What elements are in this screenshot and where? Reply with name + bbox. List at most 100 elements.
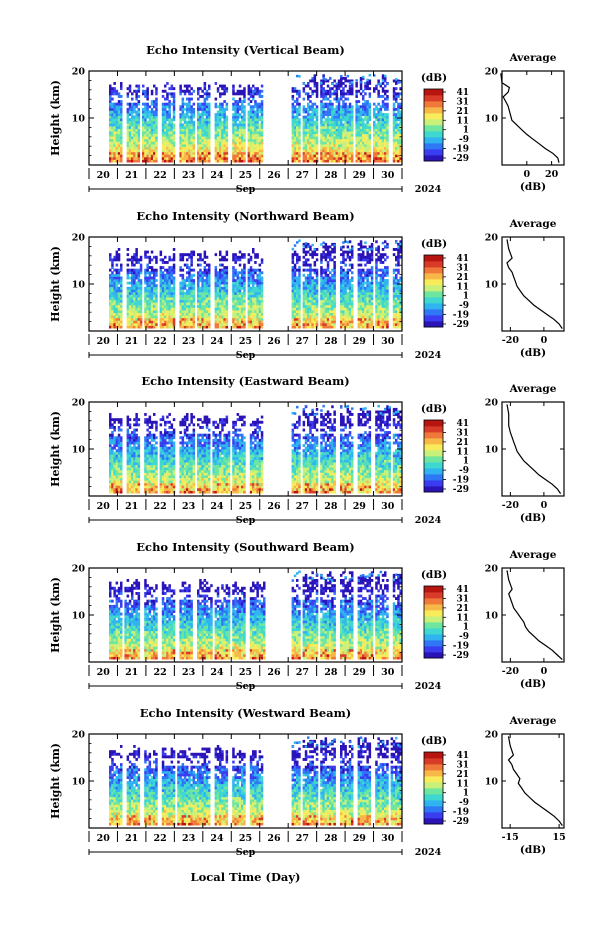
profile-x-tick-label: -20 (502, 500, 520, 511)
x-tick-label: 25 (239, 501, 252, 512)
profile-x-tick-label: -20 (502, 666, 520, 677)
colorbar-swatch (424, 291, 443, 297)
profile-y-tick-label: 10 (485, 611, 499, 622)
profile-y-tick-label: 20 (485, 730, 499, 741)
y-tick-label: 20 (72, 67, 86, 78)
x-tick-label: 29 (353, 170, 367, 181)
colorbar-swatch (424, 770, 443, 776)
colorbar-swatch (424, 273, 443, 279)
y-axis-label: Height (km) (49, 577, 62, 653)
colorbar-swatch (424, 315, 443, 321)
colorbar-swatch (424, 107, 443, 113)
profile-x-tick-label: 0 (541, 335, 548, 346)
x-tick-label: 20 (97, 501, 111, 512)
colorbar-swatch (424, 634, 443, 640)
colorbar-swatch (424, 261, 443, 267)
y-axis-label: Height (km) (49, 80, 62, 156)
x-tick-label: 21 (125, 667, 138, 678)
month-label: Sep (236, 184, 256, 195)
x-tick-label: 27 (296, 667, 309, 678)
x-tick-label: 23 (182, 170, 195, 181)
y-tick-label: 20 (72, 564, 86, 575)
profile-line (509, 736, 563, 825)
x-tick-label: 24 (210, 667, 224, 678)
x-tick-label: 27 (296, 833, 309, 844)
x-tick-label: 28 (324, 336, 338, 347)
colorbar-unit: (dB) (421, 403, 447, 415)
colorbar-swatch (424, 604, 443, 610)
colorbar-swatch (424, 788, 443, 794)
x-tick-label: 30 (381, 336, 395, 347)
profile-y-tick-label: 20 (485, 67, 499, 78)
x-tick-label: 29 (353, 501, 367, 512)
colorbar-swatch (424, 426, 443, 432)
colorbar-swatch (424, 652, 443, 658)
colorbar-swatch (424, 438, 443, 444)
panel-title: Echo Intensity (Eastward Beam) (141, 374, 349, 388)
x-tick-label: 25 (239, 170, 252, 181)
x-tick-label: 30 (381, 833, 395, 844)
colorbar-swatch (424, 119, 443, 125)
colorbar-swatch (424, 628, 443, 634)
x-tick-label: 26 (267, 336, 281, 347)
x-tick-label: 21 (125, 170, 138, 181)
month-label: Sep (236, 681, 256, 692)
profile-frame (502, 568, 564, 662)
x-tick-label: 30 (381, 667, 395, 678)
colorbar-swatch (424, 782, 443, 788)
colorbar-swatch (424, 806, 443, 812)
year-label: 2024 (415, 515, 442, 526)
profile-x-label: (dB) (520, 181, 546, 193)
profile-x-tick-label: -15 (502, 832, 519, 843)
profile-x-tick-label: 20 (545, 169, 559, 180)
x-tick-label: 20 (97, 336, 111, 347)
x-tick-label: 23 (182, 336, 195, 347)
profile-x-label: (dB) (520, 844, 546, 856)
colorbar-tick-label: -29 (453, 154, 469, 164)
y-axis-label: Height (km) (49, 246, 62, 322)
colorbar-swatch (424, 297, 443, 303)
average-profile (502, 568, 564, 662)
x-tick-label: 22 (154, 501, 167, 512)
panel-2: Echo Intensity (Eastward Beam) Height (km… (49, 374, 564, 526)
colorbar-swatch (424, 303, 443, 309)
colorbar-swatch (424, 646, 443, 652)
colorbar-swatch (424, 456, 443, 462)
y-axis-label: Height (km) (49, 743, 62, 819)
profile-y-tick-label: 10 (485, 445, 499, 456)
colorbar-swatch (424, 474, 443, 480)
month-label: Sep (236, 847, 256, 858)
x-tick-label: 28 (324, 833, 338, 844)
average-profile (502, 734, 564, 828)
x-tick-label: 21 (125, 336, 138, 347)
x-tick-label: 21 (125, 501, 138, 512)
x-tick-label: 27 (296, 501, 309, 512)
colorbar-swatch (424, 812, 443, 818)
colorbar-tick-label: -29 (453, 651, 469, 661)
profile-x-tick-label: 0 (541, 500, 548, 511)
heatmap (109, 405, 402, 494)
profile-y-tick-label: 20 (485, 564, 499, 575)
x-tick-label: 26 (267, 170, 281, 181)
x-tick-label: 24 (210, 336, 224, 347)
year-label: 2024 (415, 350, 442, 361)
colorbar (424, 752, 446, 824)
colorbar-swatch (424, 137, 443, 143)
x-tick-label: 26 (267, 501, 281, 512)
heatmap (109, 736, 402, 825)
x-tick-label: 30 (381, 501, 395, 512)
profile-title: Average (509, 383, 557, 395)
profile-y-tick-label: 10 (485, 777, 499, 788)
x-tick-label: 28 (324, 170, 338, 181)
colorbar-swatch (424, 800, 443, 806)
x-tick-label: 25 (239, 833, 252, 844)
y-axis-label: Height (km) (49, 411, 62, 487)
year-label: 2024 (415, 681, 442, 692)
y-tick-label: 10 (72, 777, 86, 788)
colorbar-swatch (424, 592, 443, 598)
colorbar-swatch (424, 752, 443, 758)
x-tick-label: 23 (182, 833, 195, 844)
heatmap (109, 74, 402, 163)
colorbar-swatch (424, 486, 443, 492)
